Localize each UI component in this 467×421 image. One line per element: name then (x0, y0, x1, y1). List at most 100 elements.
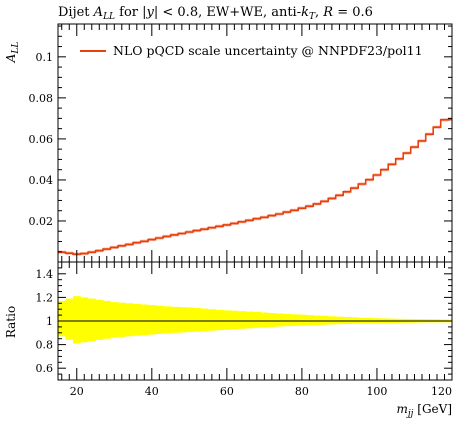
ratio-band-bin (260, 312, 269, 328)
ratio-band-bin (230, 310, 239, 330)
uncertainty-bin (208, 226, 216, 230)
ratio-band-bin (103, 300, 111, 339)
uncertainty-bin (380, 168, 389, 172)
ratio-band-bin (58, 300, 66, 337)
uncertainty-bin (155, 236, 164, 240)
x-axis-label: mjj [GeV] (396, 402, 452, 419)
ratio-band-bin (305, 315, 314, 326)
ratio-band-bin (133, 303, 141, 336)
x-tick-label: 60 (220, 385, 234, 398)
y-tick-label: 0.08 (29, 92, 54, 105)
ratio-ticks (58, 262, 453, 380)
uncertainty-bin (88, 250, 96, 254)
uncertainty-bin (343, 190, 351, 194)
ratio-band-bin (88, 298, 96, 342)
ratio-y-tick-labels: 0.6 0.8 1 1.2 1.4 (36, 268, 54, 375)
uncertainty-bin (245, 218, 254, 222)
uncertainty-bin (448, 117, 452, 121)
uncertainty-bin (170, 233, 179, 237)
uncertainty-bin (103, 247, 111, 251)
ratio-band-bin (125, 303, 134, 337)
ratio-band-bin (95, 299, 104, 340)
ratio-band-bin (80, 297, 89, 343)
ratio-band-bin (65, 298, 74, 340)
ratio-band-bin (148, 305, 156, 335)
ratio-data-layer (58, 296, 453, 344)
uncertainty-bin (358, 182, 366, 186)
ratio-y-tick-label: 1 (46, 315, 53, 328)
uncertainty-bin (373, 173, 381, 177)
uncertainty-bin (133, 241, 141, 245)
ratio-band-bin (215, 309, 224, 331)
ratio-band-bin (275, 313, 284, 327)
uncertainty-bin (275, 212, 284, 216)
uncertainty-bin (268, 214, 276, 218)
ratio-band-bin (110, 302, 119, 338)
ratio-y-tick-label: 0.6 (36, 362, 54, 375)
ratio-x-tick-labels: 20 40 60 80 100 120 (70, 385, 452, 398)
ratio-band-bin (245, 311, 254, 329)
x-tick-label: 80 (295, 385, 309, 398)
legend-label: NLO pQCD scale uncertainty @ NNPDF23/pol… (113, 43, 423, 58)
ratio-band-bin (208, 309, 216, 331)
ratio-band-bin (185, 307, 194, 333)
ratio-band-bin (290, 314, 299, 326)
ratio-band-bin (155, 305, 164, 334)
ratio-y-tick-label: 0.8 (36, 339, 54, 352)
uncertainty-bin (328, 196, 336, 200)
y-tick-label: 0.04 (29, 174, 54, 187)
uncertainty-bin (140, 239, 149, 243)
uncertainty-bin (215, 224, 224, 228)
uncertainty-bin (200, 227, 209, 231)
x-tick-label: 20 (70, 385, 84, 398)
uncertainty-bin (118, 244, 126, 248)
ratio-plot: 0.6 0.8 1 1.2 1.4 20 40 60 80 100 120 (36, 261, 453, 398)
x-tick-label: 40 (145, 385, 159, 398)
uncertainty-bin (110, 245, 118, 249)
uncertainty-bin (298, 206, 306, 210)
y-tick-label: 0.06 (29, 133, 54, 146)
uncertainty-bin (80, 252, 88, 256)
uncertainty-bin (230, 221, 239, 225)
uncertainty-bin (148, 238, 156, 242)
uncertainty-bin (238, 220, 246, 224)
uncertainty-bin (395, 157, 404, 161)
ratio-band-bin (170, 306, 179, 333)
uncertainty-bin (440, 118, 449, 122)
ratio-y-tick-label: 1.2 (36, 291, 54, 304)
ratio-band-bin (313, 315, 322, 325)
x-tick-label: 100 (366, 385, 387, 398)
uncertainty-bin (425, 132, 434, 136)
uncertainty-bin (163, 234, 171, 238)
uncertainty-bin (433, 125, 441, 129)
ratio-band-bin (335, 316, 344, 325)
ratio-band-bin (328, 316, 337, 325)
uncertainty-bin (335, 193, 344, 197)
ratio-band-bin (118, 302, 126, 337)
main-y-axis-label: ALL (4, 42, 21, 64)
ratio-band-bin (163, 306, 171, 334)
uncertainty-bin (350, 186, 359, 190)
uncertainty-bin (403, 151, 411, 155)
uncertainty-bin (388, 162, 396, 166)
ratio-band-bin (238, 311, 246, 329)
uncertainty-bin (313, 202, 321, 206)
ratio-band-bin (73, 296, 81, 344)
ratio-band-bin (253, 312, 261, 328)
ratio-band-bin (223, 310, 231, 330)
uncertainty-bin (193, 229, 201, 233)
ratio-y-tick-label: 1.4 (36, 268, 54, 281)
legend: NLO pQCD scale uncertainty @ NNPDF23/pol… (80, 43, 423, 58)
ratio-band-bin (140, 304, 149, 336)
ratio-band-bin (178, 307, 186, 333)
y-tick-label: 0.02 (29, 215, 54, 228)
ratio-band-bin (320, 315, 329, 325)
ratio-band-bin (298, 314, 307, 326)
x-tick-label: 120 (431, 385, 452, 398)
ratio-band-bin (193, 308, 201, 332)
ratio-band-bin (283, 313, 291, 327)
uncertainty-bin (95, 249, 103, 253)
ratio-y-axis-label: Ratio (4, 306, 18, 338)
series-line-nlo-pqcd (58, 118, 452, 255)
